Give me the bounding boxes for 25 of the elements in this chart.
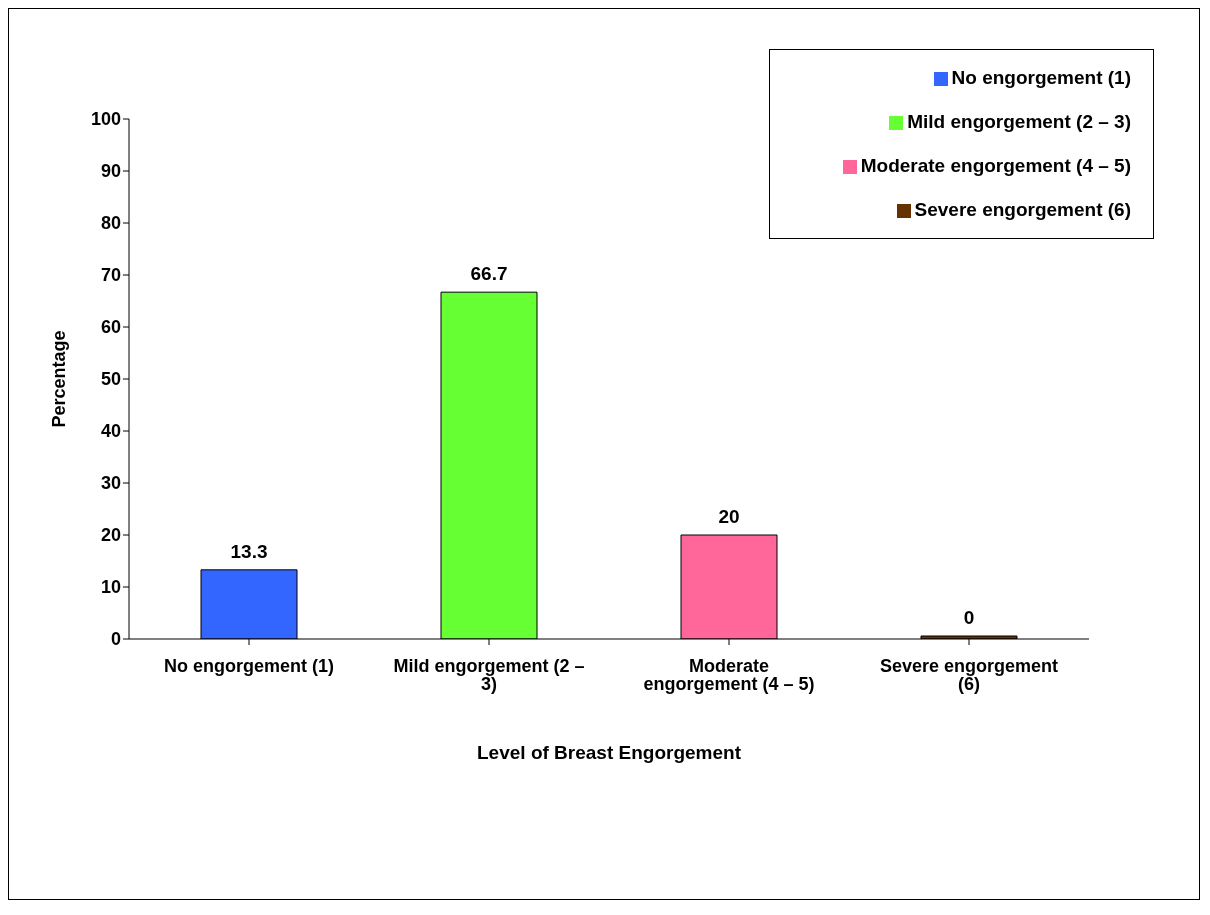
y-tick-label: 50	[100, 369, 121, 390]
y-tick-label: 30	[100, 473, 121, 494]
y-tick-label: 20	[100, 525, 121, 546]
y-tick-label: 90	[100, 161, 121, 182]
y-tick-label: 80	[100, 213, 121, 234]
x-tick-label: Moderate engorgement (4 – 5)	[643, 655, 815, 694]
data-label: 20	[718, 506, 740, 527]
y-tick-label: 40	[100, 421, 121, 442]
y-tick-label: 70	[100, 265, 121, 286]
legend-label: Moderate engorgement (4 – 5)	[860, 155, 1131, 176]
data-label: 0	[963, 607, 975, 628]
data-label: 66.7	[470, 263, 508, 285]
x-tick-label: Mild engorgement (2 – 3)	[393, 655, 585, 694]
data-label: 13.3	[230, 540, 268, 562]
legend-label: Severe engorgement (6)	[914, 199, 1131, 220]
x-axis-title: Level of Breast Engorgement	[477, 742, 742, 763]
y-tick-label: 10	[100, 577, 121, 598]
x-tick-label: No engorgement (1)	[163, 655, 335, 676]
legend-label: Mild engorgement (2 – 3)	[907, 111, 1131, 132]
x-tick-label: Severe engorgement (6)	[879, 655, 1059, 694]
y-tick-label: 100	[90, 109, 121, 130]
y-axis-title: Percentage	[49, 330, 70, 428]
legend-label: No engorgement (1)	[951, 67, 1131, 88]
y-tick-label: 60	[100, 317, 121, 338]
y-tick-label: 0	[110, 629, 121, 650]
